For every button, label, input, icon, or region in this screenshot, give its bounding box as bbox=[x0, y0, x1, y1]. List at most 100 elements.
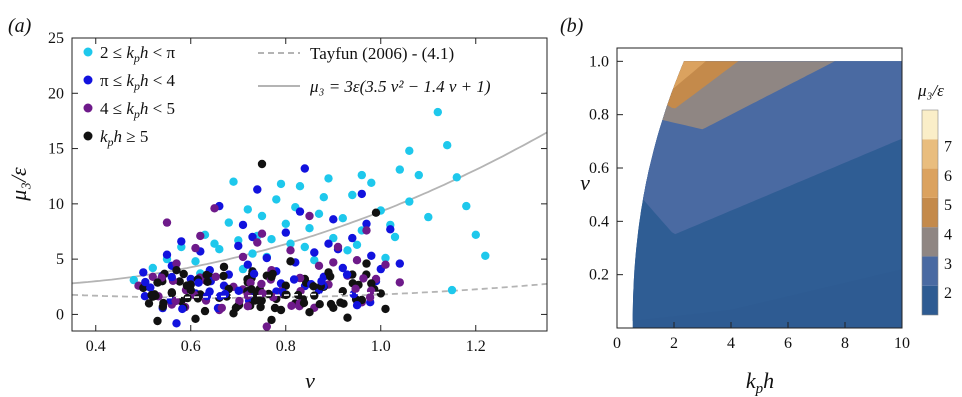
scatter-point-series4 bbox=[305, 308, 314, 317]
scatter-point-series2 bbox=[324, 239, 333, 248]
scatter-point-series4 bbox=[376, 289, 385, 298]
scatter-point-cluster bbox=[365, 293, 375, 302]
scatter-point-series1 bbox=[286, 239, 295, 248]
scatter-point-cluster bbox=[342, 270, 352, 279]
scatter-point-series4 bbox=[343, 313, 352, 322]
scatter-point-cluster bbox=[294, 290, 303, 300]
scatter-point-series2 bbox=[395, 259, 404, 268]
scatter-point-series1 bbox=[257, 211, 267, 221]
scatter-point-series3 bbox=[286, 246, 295, 255]
colorbar: μ₃/ε 2 3 4 5 6 7 bbox=[917, 81, 952, 316]
scatter-point-series2 bbox=[281, 228, 290, 237]
scatter-point-series3 bbox=[305, 211, 314, 221]
a-xtick-label: 1.0 bbox=[371, 338, 391, 355]
a-ytick-label: 10 bbox=[48, 196, 64, 213]
legend-label-fit: μ₃ = 3ε(3.5 ν² − 1.4 ν + 1) bbox=[309, 77, 491, 96]
b-xtick-label: 0 bbox=[613, 335, 621, 352]
scatter-point-series4 bbox=[310, 291, 319, 300]
scatter-point-series1 bbox=[329, 233, 338, 243]
scatter-point-series4 bbox=[257, 159, 267, 169]
scatter-point-series3 bbox=[148, 272, 157, 281]
a-xtick-label: 0.6 bbox=[181, 338, 201, 355]
scatter-point-series3 bbox=[362, 226, 371, 235]
scatter-point-series1 bbox=[243, 205, 252, 214]
panel-a: (a) 0.4 0.6 0.8 1.0 1.2 0 5 10 15 20 25 ν μ₃/ε 2 … bbox=[6, 15, 548, 393]
scatter-point-cluster bbox=[235, 296, 244, 306]
scatter-point-series1 bbox=[414, 170, 423, 180]
scatter-point-series2 bbox=[367, 251, 376, 260]
scatter-point-series2 bbox=[177, 237, 186, 246]
scatter-point-cluster bbox=[141, 277, 150, 287]
panel-a-ylabel: μ₃/ε bbox=[6, 167, 31, 202]
scatter-point-series2 bbox=[295, 207, 305, 216]
colorbar-label: 4 bbox=[944, 226, 952, 243]
panel-b-frame bbox=[616, 47, 903, 329]
colorbar-segment bbox=[922, 256, 938, 286]
scatter-point-series4 bbox=[281, 281, 290, 290]
scatter-point-cluster bbox=[219, 271, 228, 281]
scatter-point-cluster bbox=[243, 302, 252, 311]
scatter-point-cluster bbox=[193, 294, 203, 303]
scatter-point-series1 bbox=[343, 246, 352, 255]
scatter-point-series2 bbox=[357, 189, 366, 199]
scatter-point-cluster bbox=[194, 278, 203, 287]
a-ytick-label: 25 bbox=[48, 30, 64, 47]
scatter-point-series3 bbox=[352, 256, 362, 265]
scatter-point-series1 bbox=[424, 212, 433, 222]
legend-a: 2 ≤ kph < π π ≤ kph < 4 4 ≤ kph < 5 kph … bbox=[83, 43, 491, 149]
scatter-point-cluster bbox=[257, 279, 266, 289]
legend-marker-series3 bbox=[83, 103, 93, 113]
scatter-point-series2 bbox=[234, 241, 243, 251]
scatter-point-series1 bbox=[267, 235, 276, 244]
scatter-point-cluster bbox=[336, 298, 345, 307]
scatter-point-cluster bbox=[217, 303, 226, 313]
scatter-point-cluster bbox=[182, 281, 192, 290]
colorbar-label: 2 bbox=[944, 285, 952, 302]
scatter-point-cluster bbox=[147, 290, 156, 300]
scatter-point-series2 bbox=[338, 263, 347, 273]
fit-curve bbox=[72, 131, 547, 285]
b-xtick-label: 4 bbox=[727, 335, 735, 352]
scatter-point-cluster bbox=[183, 293, 192, 303]
scatter-point-series1 bbox=[129, 275, 138, 285]
legend-item-series1: 2 ≤ kph < π bbox=[83, 43, 175, 65]
legend-label-series4: kph ≥ 5 bbox=[100, 127, 148, 149]
scatter-point-cluster bbox=[351, 284, 360, 293]
legend-item-series2: π ≤ kph < 4 bbox=[83, 71, 176, 93]
colorbar-label: 3 bbox=[944, 256, 952, 273]
b-ytick-label: 0.4 bbox=[589, 213, 609, 230]
scatter-point-series3 bbox=[257, 229, 267, 238]
scatter-point-series1 bbox=[148, 263, 157, 273]
scatter-point-series2 bbox=[248, 232, 257, 242]
panel-b-label: (b) bbox=[560, 15, 584, 37]
scatter-point-cluster bbox=[246, 278, 255, 287]
scatter-point-series3 bbox=[196, 231, 205, 241]
legend-item-fit: μ₃ = 3ε(3.5 ν² − 1.4 ν + 1) bbox=[258, 77, 491, 96]
scatter-point-series1 bbox=[452, 173, 461, 182]
a-ytick-label: 0 bbox=[56, 306, 64, 323]
scatter-point-series2 bbox=[310, 248, 319, 257]
scatter-point-cluster bbox=[254, 295, 263, 305]
scatter-point-series4 bbox=[172, 266, 181, 275]
legend-item-series3: 4 ≤ kph < 5 bbox=[83, 99, 175, 121]
b-ytick-label: 0.2 bbox=[589, 267, 609, 284]
b-xtick-label: 2 bbox=[670, 335, 678, 352]
scatter-point-cluster bbox=[171, 296, 180, 306]
scatter-point-series1 bbox=[390, 232, 400, 242]
scatter-point-series1 bbox=[324, 174, 333, 183]
scatter-point-series3 bbox=[381, 260, 390, 269]
a-ytick-label: 15 bbox=[48, 141, 64, 158]
scatter-point-cluster bbox=[247, 285, 256, 294]
a-xtick-label: 0.8 bbox=[276, 338, 296, 355]
scatter-point-cluster bbox=[231, 303, 241, 312]
scatter-point-series1 bbox=[215, 245, 224, 254]
scatter-point-series2 bbox=[386, 225, 395, 234]
scatter-point-series1 bbox=[405, 146, 414, 155]
b-xtick-label: 10 bbox=[894, 335, 910, 352]
colorbar-segment bbox=[922, 197, 938, 228]
scatter-point-series1 bbox=[276, 179, 286, 189]
scatter-point-cluster bbox=[178, 304, 187, 314]
scatter-point-series1 bbox=[272, 195, 281, 204]
scatter-point-series4 bbox=[362, 259, 371, 268]
panel-a-frame bbox=[71, 37, 548, 332]
